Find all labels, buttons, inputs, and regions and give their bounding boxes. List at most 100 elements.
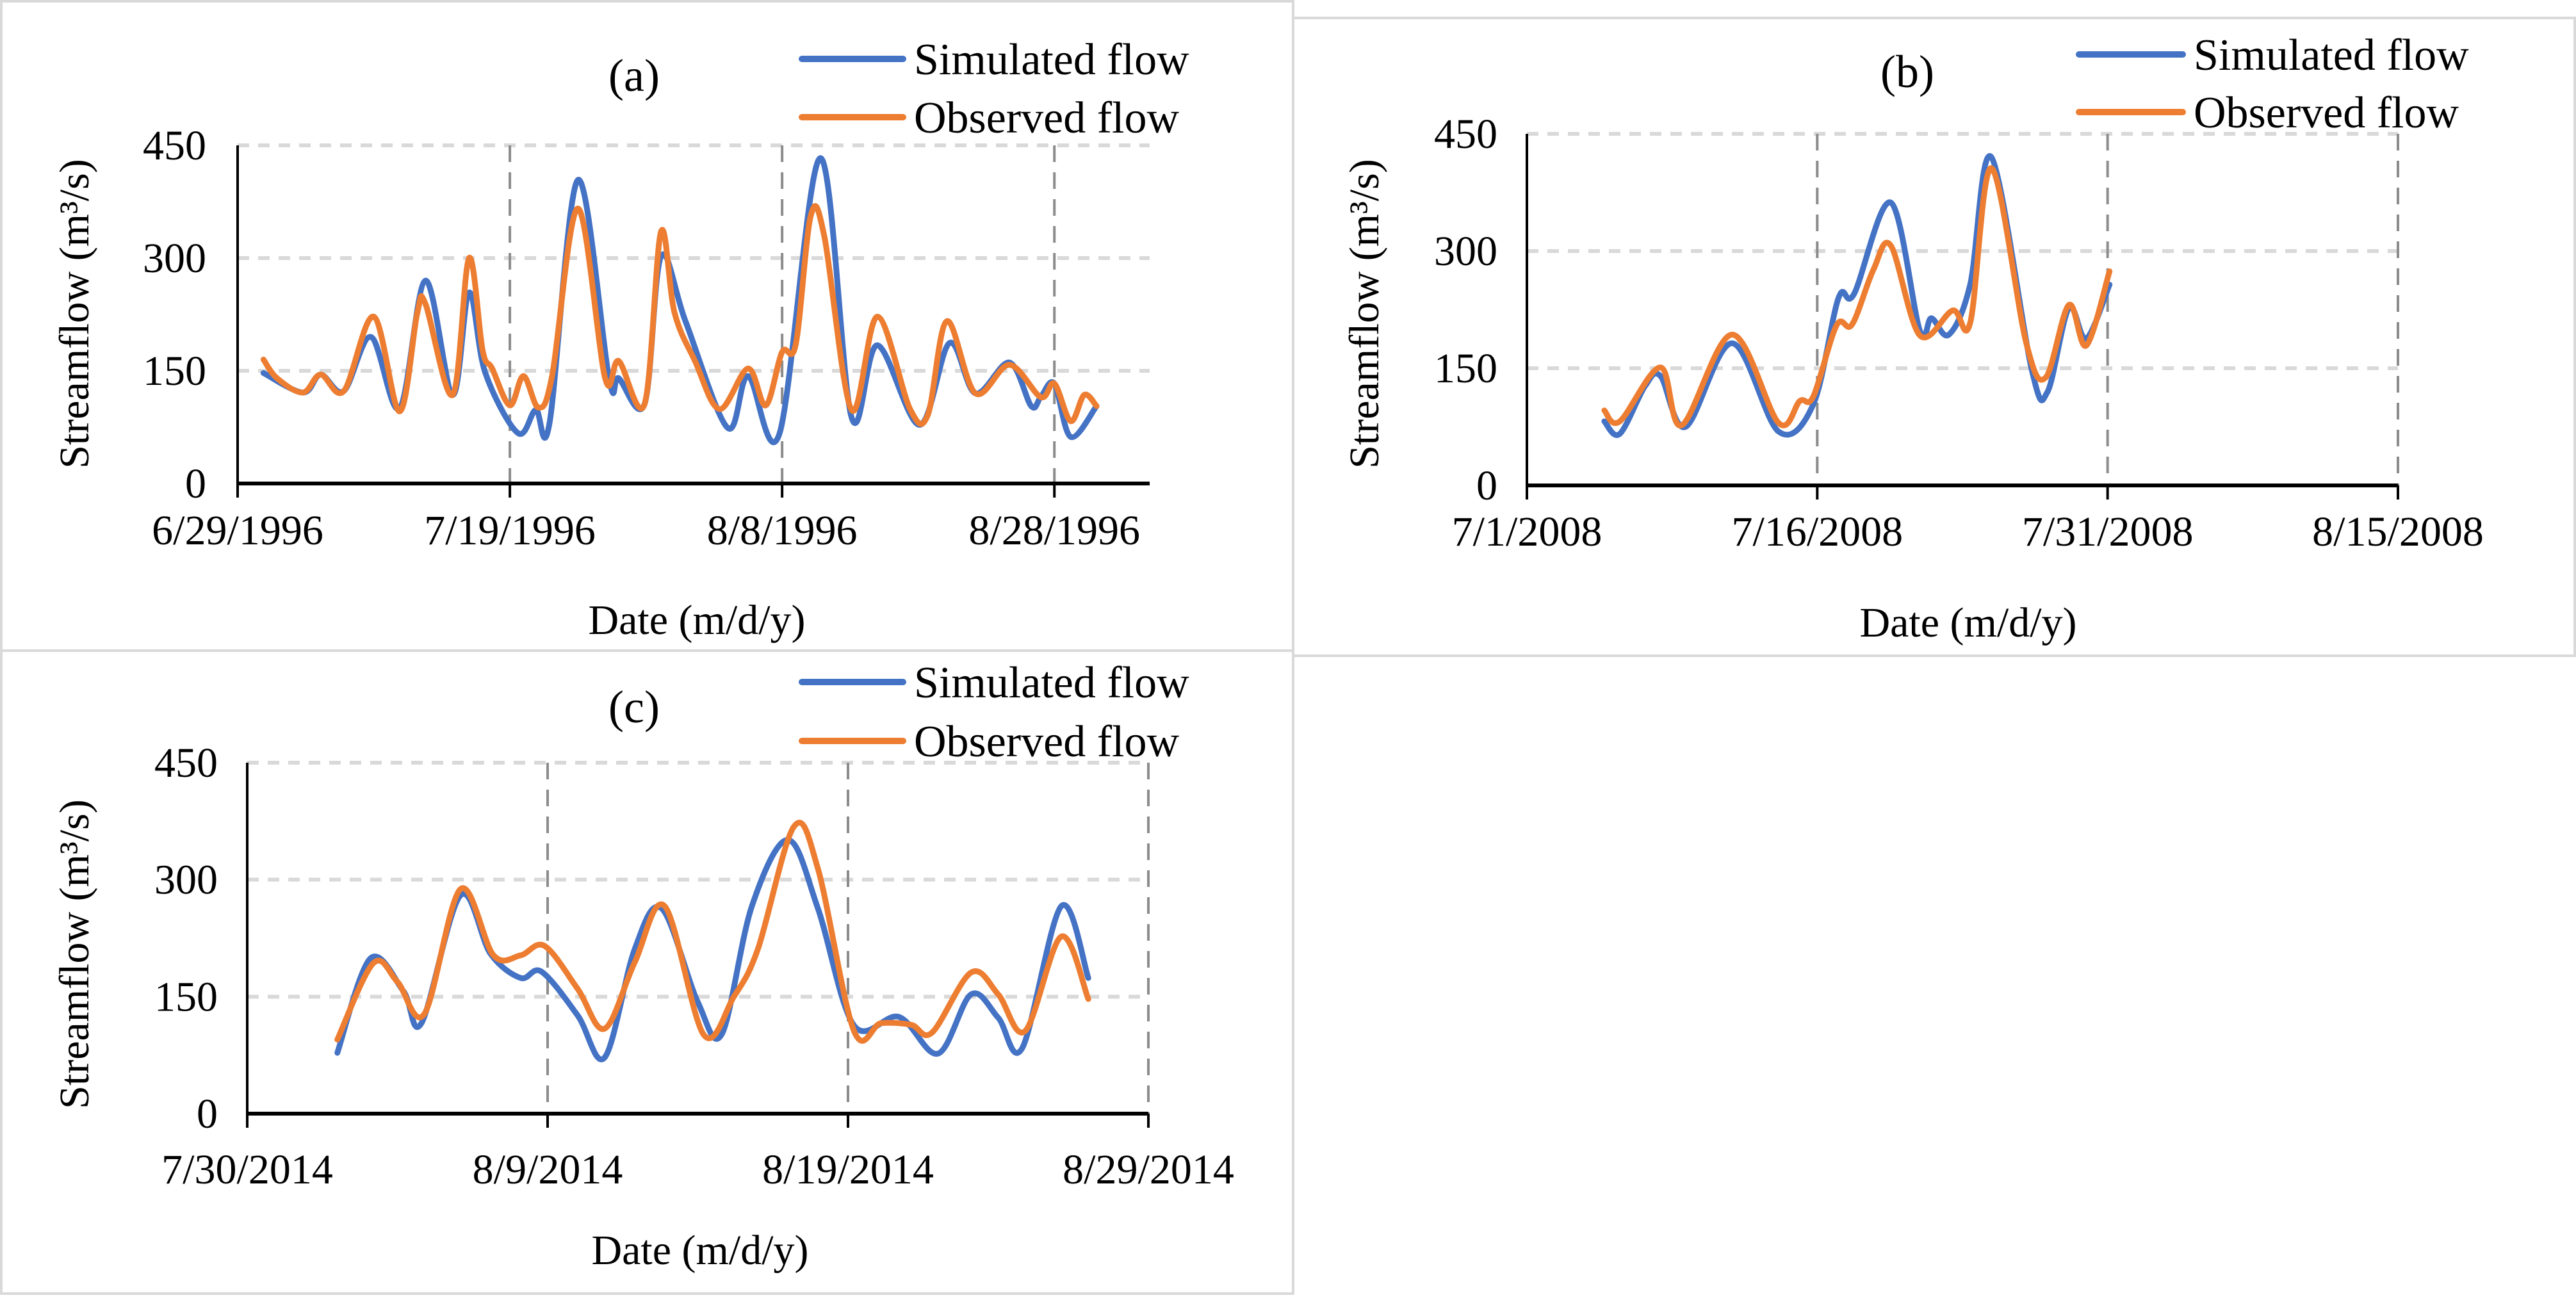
data-point-simulated: [1948, 334, 1949, 335]
data-point-observed: [2086, 345, 2087, 346]
x-axis-title: Date (m/d/y): [1859, 599, 2076, 646]
data-point-simulated: [2047, 391, 2048, 392]
legend-label-observed: Observed flow: [914, 93, 1180, 143]
legend-label-simulated: Simulated flow: [2194, 31, 2469, 80]
data-point-simulated: [460, 895, 461, 896]
data-point-simulated: [425, 280, 426, 281]
data-point-simulated: [549, 424, 550, 425]
data-point-observed: [971, 972, 972, 973]
panel-border: [1292, 17, 2576, 657]
x-tick-label: 8/29/2014: [1063, 1146, 1234, 1193]
data-point-observed: [660, 231, 661, 232]
data-point-observed: [523, 376, 524, 377]
x-tick-label: 7/19/1996: [424, 507, 596, 554]
series-line-simulated: [260, 155, 1100, 445]
y-tick-label: 0: [185, 460, 206, 507]
data-point-observed: [998, 994, 999, 995]
series-line-simulated: [334, 837, 1091, 1062]
data-point-observed: [664, 906, 665, 907]
x-tick-label: 8/28/1996: [968, 507, 1140, 554]
data-point-simulated: [818, 908, 819, 909]
x-tick-label: 8/8/1996: [707, 507, 858, 554]
data-point-simulated: [1660, 376, 1661, 377]
data-point-simulated: [971, 994, 972, 995]
data-point-observed: [733, 996, 734, 997]
data-point-observed: [644, 403, 645, 404]
data-point-observed: [399, 411, 400, 412]
y-tick-label: 300: [154, 857, 218, 904]
legend-label-simulated: Simulated flow: [914, 658, 1189, 708]
data-point-observed: [551, 376, 552, 377]
data-point-observed: [373, 316, 374, 317]
data-point-observed: [320, 374, 321, 375]
y-tick-label: 450: [154, 740, 218, 786]
data-point-observed: [2109, 271, 2110, 272]
x-tick-label: 8/9/2014: [473, 1146, 623, 1193]
y-axis-title: Streamflow (m³/s): [1341, 159, 1388, 469]
data-point-simulated: [1088, 978, 1089, 979]
x-axis-title: Date (m/d/y): [591, 1227, 808, 1274]
data-point-observed: [818, 868, 819, 869]
legend-label-observed: Observed flow: [914, 717, 1180, 767]
data-point-observed: [1096, 406, 1097, 407]
x-tick-label: 8/19/2014: [762, 1146, 934, 1193]
data-point-observed: [492, 368, 493, 369]
data-point-simulated: [751, 906, 752, 907]
data-point-observed: [1681, 425, 1682, 426]
data-point-observed: [452, 394, 453, 395]
y-tick-label: 300: [1434, 228, 1497, 275]
y-tick-label: 0: [197, 1091, 218, 1137]
data-point-simulated: [1813, 404, 1814, 405]
data-point-simulated: [1031, 406, 1032, 407]
legend-label-observed: Observed flow: [2194, 88, 2459, 138]
x-tick-label: 7/16/2008: [1731, 508, 1903, 555]
y-axis-title: Streamflow (m³/s): [51, 799, 98, 1109]
chart-panel-c: 0 150 300 450 7/30/2014 8/9/2014 8/19/2014 8/29…: [0, 649, 1294, 1295]
x-tick-label: 7/1/2008: [1452, 508, 1602, 555]
data-point-simulated: [1991, 157, 1992, 158]
data-point-observed: [337, 1039, 338, 1040]
data-point-simulated: [2109, 284, 2110, 285]
data-point-simulated: [541, 971, 542, 972]
x-tick-label: 8/15/2008: [2312, 508, 2484, 555]
data-point-observed: [1054, 383, 1055, 384]
chart-panel-b: 0 150 300 450 7/1/2008 7/16/2008 7/31/2008 8/15…: [1292, 17, 2576, 657]
data-point-simulated: [748, 376, 749, 377]
data-point-simulated: [370, 958, 371, 959]
data-point-observed: [1660, 367, 1661, 368]
panel-border: [0, 649, 1294, 1295]
data-point-observed: [748, 368, 749, 369]
series-line-simulated: [1601, 153, 2113, 438]
x-tick-label: 6/29/1996: [152, 507, 323, 554]
panel-title: (c): [608, 681, 660, 733]
x-axis-title: Date (m/d/y): [588, 597, 805, 644]
data-point-observed: [2045, 377, 2046, 378]
data-point-observed: [460, 889, 461, 890]
series-line-observed: [260, 203, 1100, 427]
chart-panel-a: 0 150 300 450 6/29/1996 7/19/1996 8/8/1996 8/28…: [0, 0, 1294, 652]
data-point-observed: [795, 344, 796, 345]
panel-title: (a): [608, 50, 660, 101]
data-point-observed: [932, 1032, 933, 1033]
data-point-simulated: [1970, 284, 1971, 285]
y-tick-label: 150: [1434, 345, 1497, 392]
y-tick-label: 150: [143, 348, 206, 394]
y-tick-label: 0: [1476, 462, 1497, 509]
y-tick-label: 300: [143, 235, 206, 282]
data-point-simulated: [577, 1015, 578, 1016]
data-point-observed: [1952, 310, 1953, 311]
x-tick-label: 7/30/2014: [161, 1146, 333, 1193]
data-point-observed: [927, 415, 928, 416]
data-point-simulated: [2086, 338, 2087, 339]
data-point-simulated: [851, 417, 852, 418]
x-tick-label: 7/31/2008: [2022, 508, 2194, 555]
data-point-observed: [1009, 364, 1010, 365]
series-line-observed: [334, 820, 1091, 1044]
data-point-observed: [482, 350, 483, 351]
data-point-observed: [703, 1035, 704, 1036]
data-point-observed: [544, 946, 545, 947]
y-axis-title: Streamflow (m³/s): [51, 159, 98, 469]
data-point-observed: [263, 359, 264, 360]
data-point-simulated: [520, 978, 521, 979]
